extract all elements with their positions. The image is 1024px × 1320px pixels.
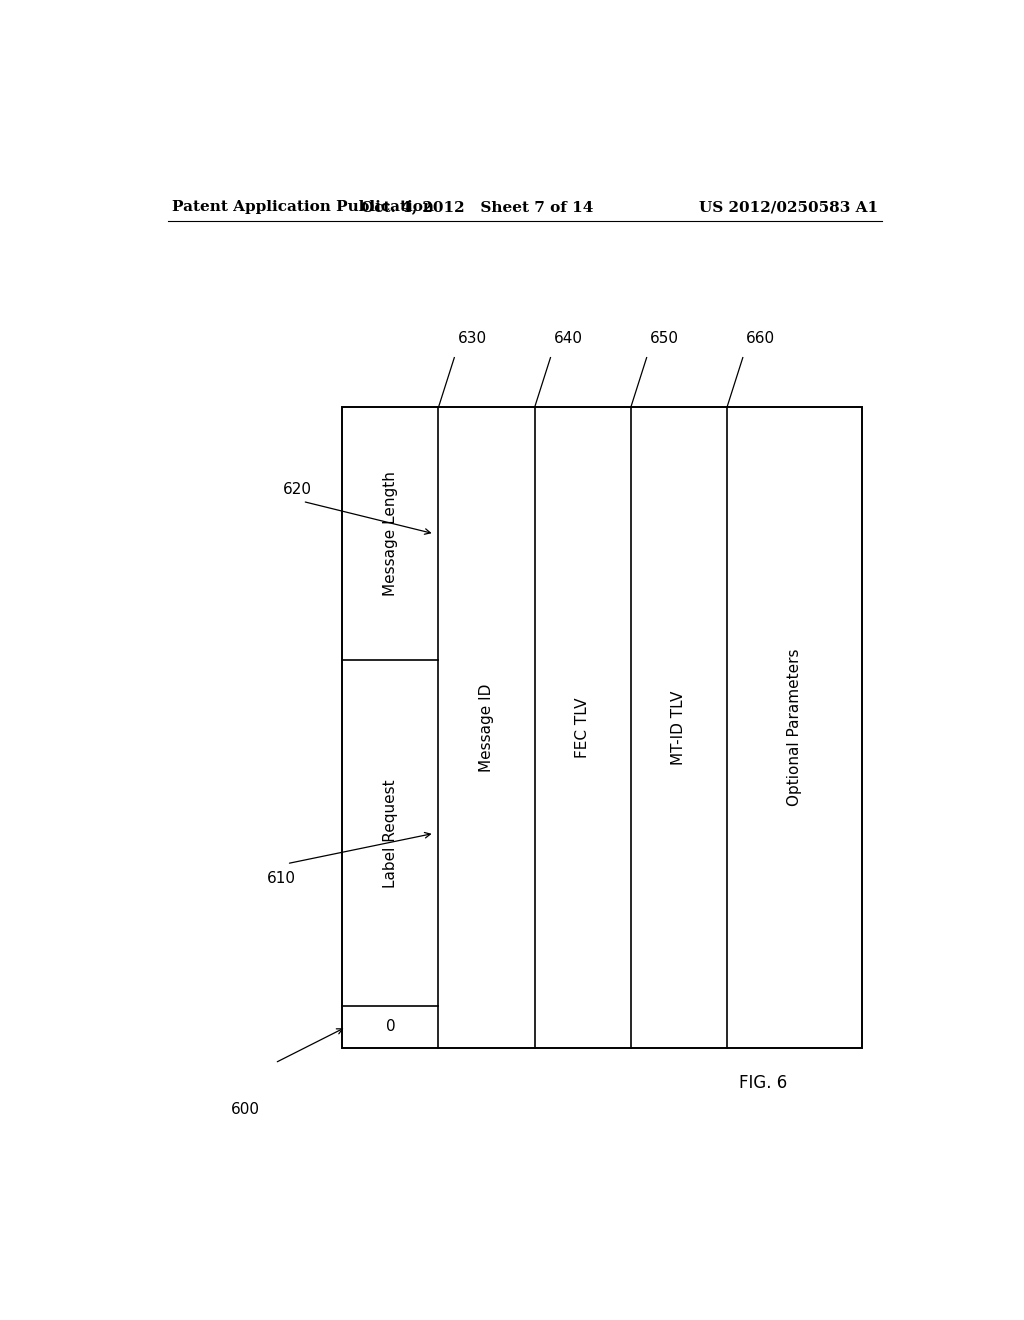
Text: 610: 610 bbox=[267, 871, 296, 887]
Text: US 2012/0250583 A1: US 2012/0250583 A1 bbox=[698, 201, 878, 214]
Text: 660: 660 bbox=[745, 331, 775, 346]
Text: Patent Application Publication: Patent Application Publication bbox=[172, 201, 433, 214]
Text: Message ID: Message ID bbox=[479, 684, 494, 772]
Text: FEC TLV: FEC TLV bbox=[575, 697, 590, 758]
Text: MT-ID TLV: MT-ID TLV bbox=[672, 690, 686, 764]
Text: 600: 600 bbox=[231, 1102, 260, 1117]
Text: 0: 0 bbox=[386, 1019, 395, 1035]
Text: Optional Parameters: Optional Parameters bbox=[787, 649, 802, 807]
Text: 640: 640 bbox=[554, 331, 583, 346]
Bar bbox=[342, 408, 862, 1048]
Text: 620: 620 bbox=[283, 482, 311, 496]
Text: 630: 630 bbox=[458, 331, 486, 346]
Text: 650: 650 bbox=[650, 331, 679, 346]
Text: Label Request: Label Request bbox=[383, 779, 398, 887]
Text: Message Length: Message Length bbox=[383, 471, 398, 597]
Text: Oct. 4, 2012   Sheet 7 of 14: Oct. 4, 2012 Sheet 7 of 14 bbox=[361, 201, 593, 214]
Text: FIG. 6: FIG. 6 bbox=[738, 1074, 787, 1093]
